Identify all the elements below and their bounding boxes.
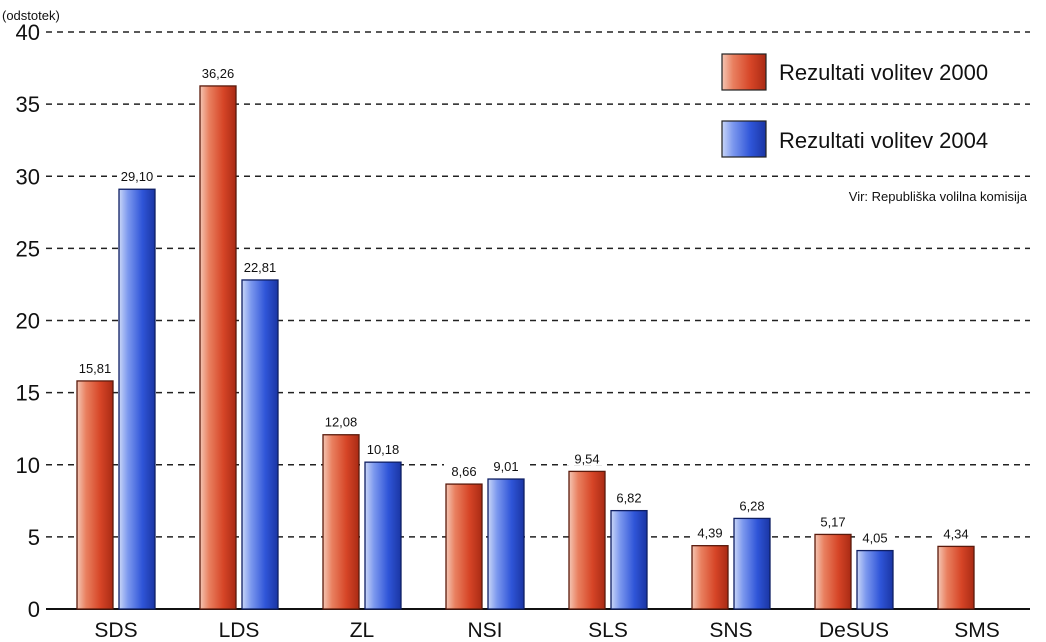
bar-label-background: [75, 359, 115, 375]
bar-label-background: [240, 258, 280, 274]
y-tick-label: 10: [16, 453, 40, 478]
category-label: SDS: [94, 619, 137, 642]
bar-sds-2004: [118, 188, 156, 610]
bar-value-label: 15,81: [79, 361, 112, 376]
grid-lines: [46, 31, 1030, 538]
category-label: DeSUS: [819, 619, 889, 642]
y-tick-label: 5: [28, 525, 40, 550]
category-label: ZL: [350, 619, 375, 642]
legend-label-2000: Rezultati volitev 2000: [779, 60, 988, 85]
legend: Rezultati volitev 2000 Rezultati volitev…: [721, 53, 988, 158]
y-tick-label: 40: [16, 20, 40, 45]
category-label: SNS: [709, 619, 752, 642]
y-tick-label: 35: [16, 92, 40, 117]
bar-desus-2004: [856, 549, 894, 610]
category-label: LDS: [219, 619, 260, 642]
bar-value-label: 36,26: [202, 66, 235, 81]
source-note: Vir: Republiška volilna komisija: [849, 189, 1028, 204]
bar-value-label: 5,17: [820, 514, 845, 529]
bar-label-background: [609, 489, 649, 505]
bar-sns-2004: [733, 517, 771, 610]
bar-sns-2000: [691, 545, 729, 610]
y-axis-ticks: 0 5 10 15 20 25 30 35 40: [16, 20, 40, 622]
bar-label-background: [321, 413, 361, 429]
bar-value-label: 22,81: [244, 260, 277, 275]
y-tick-label: 25: [16, 236, 40, 261]
bar-nsi-2000: [445, 483, 483, 610]
bar-sms-2000: [937, 545, 975, 610]
bar-label-background: [567, 450, 607, 466]
bar-lds-2004: [241, 279, 279, 610]
bar-value-label: 29,10: [121, 169, 154, 184]
bar-value-label: 6,28: [739, 498, 764, 513]
x-axis-category-labels: SDS LDS ZL NSI SLS SNS DeSUS SMS: [94, 619, 999, 642]
legend-swatch-2004: [721, 120, 767, 158]
y-tick-label: 15: [16, 381, 40, 406]
bar-label-background: [732, 497, 772, 513]
y-tick-label: 20: [16, 309, 40, 334]
bar-value-label: 4,34: [943, 526, 968, 541]
bar-nsi-2004: [487, 478, 525, 610]
y-unit-label: (odstotek): [2, 8, 60, 23]
bar-zl-2004: [364, 461, 402, 610]
bar-value-label: 9,01: [493, 459, 518, 474]
bar-value-label: 12,08: [325, 415, 358, 430]
bar-label-background: [855, 529, 895, 545]
bar-zl-2000: [322, 434, 360, 610]
bar-value-label: 6,82: [616, 491, 641, 506]
legend-label-2004: Rezultati volitev 2004: [779, 128, 988, 153]
bar-label-background: [936, 525, 976, 541]
bar-label-background: [444, 463, 484, 479]
y-tick-label: 30: [16, 164, 40, 189]
bar-sls-2004: [610, 509, 648, 610]
bar-value-label: 10,18: [367, 442, 400, 457]
category-label: NSI: [467, 619, 502, 642]
bar-sds-2000: [76, 380, 114, 610]
category-label: SMS: [954, 619, 1000, 642]
y-tick-label: 0: [28, 597, 40, 622]
bar-label-background: [690, 524, 730, 540]
bar-desus-2000: [814, 533, 852, 610]
bars: 15,81 29,10 36,26 22,81 12,08 10,18 8,66 9,01 9,…: [75, 64, 976, 610]
bar-value-label: 4,05: [862, 531, 887, 546]
bar-sls-2000: [568, 470, 606, 610]
bar-value-label: 9,54: [574, 451, 599, 466]
bar-label-background: [117, 168, 157, 184]
bar-lds-2000: [199, 85, 237, 610]
bar-label-background: [813, 513, 853, 529]
legend-swatch-2000: [721, 53, 767, 91]
bar-label-background: [363, 441, 403, 457]
category-label: SLS: [588, 619, 628, 642]
bar-label-background: [198, 64, 238, 80]
bar-value-label: 4,39: [697, 526, 722, 541]
bar-label-background: [486, 458, 526, 474]
bar-value-label: 8,66: [451, 464, 476, 479]
